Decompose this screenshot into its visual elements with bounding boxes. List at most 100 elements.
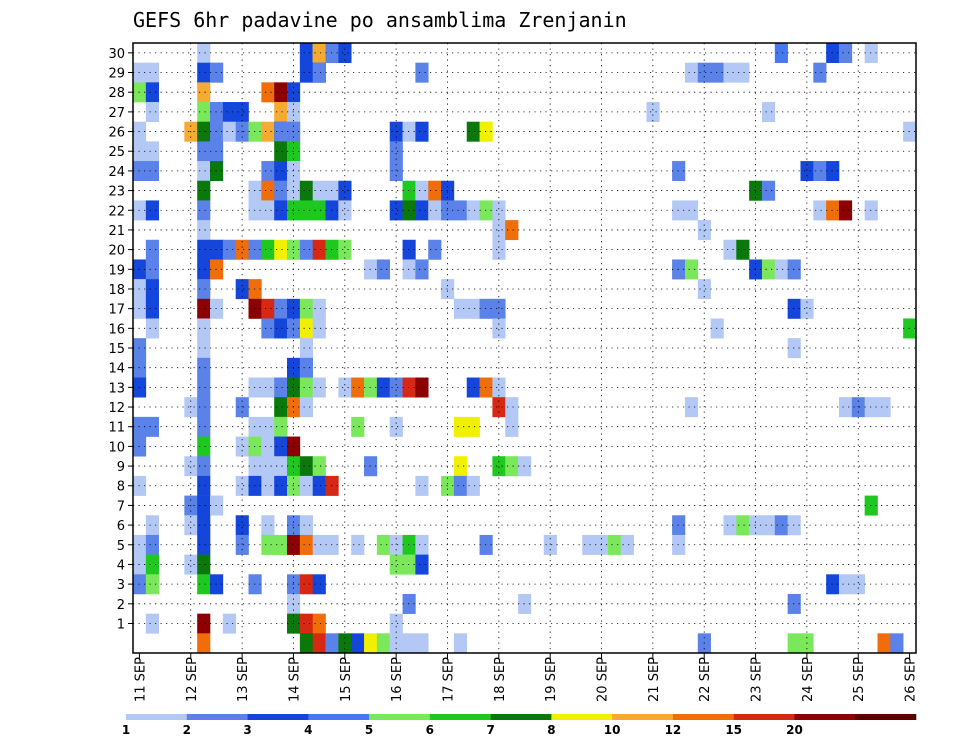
x-tick-label: 12 SEP bbox=[185, 657, 200, 702]
heatmap-cell bbox=[145, 239, 159, 260]
heatmap-cell bbox=[261, 82, 275, 103]
heatmap-cell bbox=[312, 574, 326, 595]
heatmap-cell bbox=[299, 475, 314, 496]
heatmap-cell bbox=[312, 456, 326, 477]
heatmap-cell bbox=[222, 613, 236, 634]
heatmap-cell bbox=[197, 259, 211, 280]
heatmap-cell bbox=[261, 456, 275, 477]
heatmap-cell bbox=[145, 259, 159, 280]
heatmap-cell bbox=[736, 515, 750, 536]
heatmap-cell bbox=[402, 633, 416, 654]
y-tick-label: 4 bbox=[117, 558, 125, 573]
heatmap-cell bbox=[299, 239, 314, 260]
heatmap-cell bbox=[389, 377, 403, 398]
heatmap-cell bbox=[145, 102, 159, 123]
heatmap-cell bbox=[415, 259, 429, 280]
legend-label: 1 bbox=[122, 723, 130, 737]
heatmap-cell bbox=[684, 200, 699, 221]
heatmap-cell bbox=[415, 475, 429, 496]
heatmap-cell bbox=[274, 82, 288, 103]
heatmap-cell bbox=[787, 515, 801, 536]
legend-label: 3 bbox=[243, 723, 251, 737]
heatmap-cell bbox=[787, 338, 801, 359]
heatmap-cell bbox=[222, 121, 236, 142]
heatmap-cell bbox=[890, 633, 904, 654]
heatmap-cell bbox=[197, 338, 211, 359]
heatmap-cell bbox=[684, 259, 699, 280]
heatmap-cell bbox=[620, 534, 634, 555]
heatmap-cell bbox=[723, 62, 737, 83]
y-tick-label: 25 bbox=[108, 145, 125, 160]
y-axis: 1234567891011121314151617181920212223242… bbox=[108, 47, 133, 632]
heatmap-cell bbox=[684, 397, 699, 418]
heatmap-cell bbox=[197, 534, 211, 555]
legend-swatch bbox=[733, 714, 795, 720]
heatmap-cell bbox=[197, 239, 211, 260]
heatmap-cell bbox=[299, 397, 314, 418]
heatmap-cell bbox=[235, 102, 249, 123]
heatmap-cell bbox=[505, 456, 519, 477]
heatmap-cell bbox=[903, 318, 917, 339]
x-tick-label: 13 SEP bbox=[236, 657, 251, 702]
color-legend: 1 2 3 4 5 6 7 8 10 12 15 20 bbox=[122, 714, 917, 737]
heatmap-cell bbox=[197, 515, 211, 536]
legend-swatch bbox=[794, 714, 856, 720]
x-tick-label: 18 SEP bbox=[493, 657, 508, 702]
heatmap-cell bbox=[145, 515, 159, 536]
y-tick-label: 19 bbox=[108, 263, 125, 278]
heatmap-cell bbox=[197, 495, 211, 516]
heatmap-cell bbox=[787, 633, 801, 654]
heatmap-cell bbox=[222, 102, 236, 123]
y-tick-label: 1 bbox=[117, 617, 125, 632]
heatmap-cell bbox=[312, 613, 326, 634]
heatmap-cell bbox=[877, 633, 891, 654]
heatmap-cell bbox=[261, 416, 275, 437]
chart-title: GEFS 6hr padavine po ansamblima Zrenjani… bbox=[133, 8, 627, 32]
heatmap-cell bbox=[235, 436, 249, 457]
heatmap-cell bbox=[197, 416, 211, 437]
heatmap-cell bbox=[299, 377, 314, 398]
heatmap-cell bbox=[505, 220, 519, 241]
y-tick-label: 27 bbox=[108, 106, 125, 121]
heatmap-cell bbox=[299, 574, 314, 595]
heatmap-cell bbox=[184, 554, 198, 575]
heatmap-cell bbox=[261, 436, 275, 457]
heatmap-cell bbox=[453, 416, 468, 437]
heatmap-cell bbox=[736, 239, 750, 260]
y-tick-label: 16 bbox=[108, 322, 125, 337]
heatmap-cell bbox=[864, 200, 878, 221]
heatmap-cell bbox=[197, 456, 211, 477]
legend-swatch bbox=[308, 714, 370, 720]
legend-swatch bbox=[672, 714, 734, 720]
heatmap-cell bbox=[197, 298, 211, 319]
heatmap-cell bbox=[197, 102, 211, 123]
heatmap-cell bbox=[197, 62, 211, 83]
y-tick-label: 6 bbox=[117, 519, 125, 534]
heatmap-cell bbox=[197, 357, 211, 378]
heatmap-cell bbox=[607, 534, 622, 555]
heatmap-cell bbox=[299, 357, 314, 378]
heatmap-cell bbox=[338, 200, 352, 221]
heatmap-cell bbox=[261, 515, 275, 536]
heatmap-cell bbox=[274, 161, 288, 182]
heatmap-cell bbox=[492, 239, 506, 260]
heatmap-cell bbox=[299, 456, 314, 477]
heatmap-cell bbox=[197, 82, 211, 103]
x-tick-label: 15 SEP bbox=[339, 657, 354, 702]
legend-label: 8 bbox=[547, 723, 555, 737]
x-tick-label: 21 SEP bbox=[647, 657, 662, 702]
heatmap-cell bbox=[813, 200, 827, 221]
heatmap-cell bbox=[261, 475, 275, 496]
heatmap-cell bbox=[312, 534, 326, 555]
heatmap-cell bbox=[274, 239, 288, 260]
y-tick-label: 11 bbox=[108, 421, 125, 436]
heatmap-cell bbox=[274, 377, 288, 398]
heatmap-cell bbox=[145, 161, 159, 182]
heatmap-cell bbox=[325, 633, 339, 654]
heatmap-cell bbox=[697, 279, 711, 300]
heatmap-cell bbox=[415, 377, 429, 398]
heatmap-cell bbox=[826, 200, 840, 221]
heatmap-cell bbox=[145, 298, 159, 319]
heatmap-cell bbox=[197, 436, 211, 457]
heatmap-cell bbox=[261, 200, 275, 221]
